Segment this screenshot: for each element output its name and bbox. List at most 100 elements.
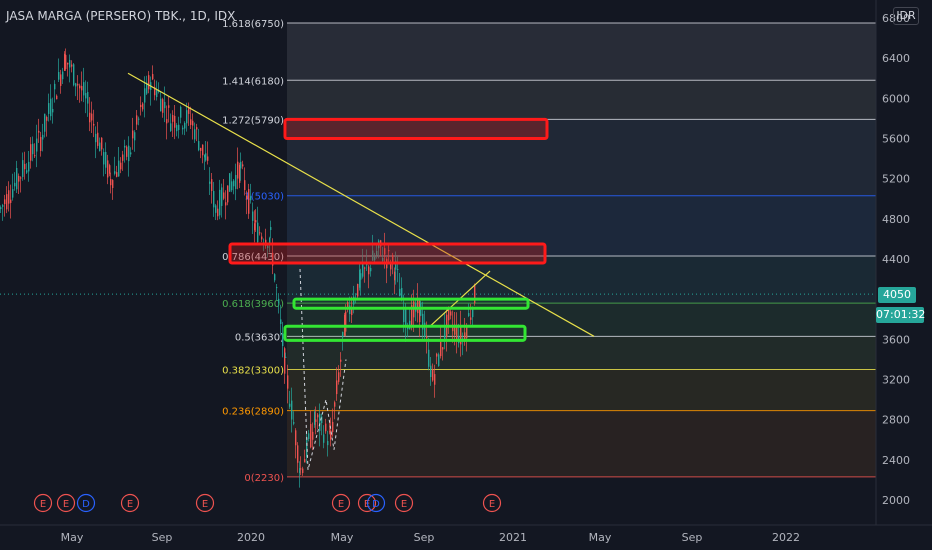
candle-body (64, 53, 66, 71)
time-axis: May Sep 2020 May Sep 2021 May Sep 2022 (0, 524, 932, 544)
candle-body (213, 191, 215, 208)
candle-body (65, 54, 67, 69)
event-marker-circle (195, 493, 215, 513)
event-marker-earnings[interactable]: E (33, 493, 53, 513)
candle-body (227, 185, 229, 203)
candle-body (278, 298, 280, 303)
candle-body (440, 341, 442, 357)
candle-body (172, 115, 174, 122)
price-axis-tick: 6000 (882, 92, 910, 105)
time-axis-tick: 2022 (772, 531, 800, 544)
event-marker-earnings[interactable]: E (482, 493, 502, 513)
candle-body (58, 72, 60, 80)
price-axis-tick: 4800 (882, 213, 910, 226)
candle-body (252, 211, 254, 221)
candle-body (349, 305, 351, 315)
event-marker-label: E (202, 499, 208, 510)
event-marker-circle (357, 493, 377, 513)
price-axis-tick: 6800 (882, 12, 910, 25)
candle-body (351, 308, 353, 316)
time-axis-tick: May (61, 531, 84, 544)
candle-body (184, 122, 186, 129)
candle-body (77, 83, 79, 86)
candle-body (200, 147, 202, 151)
event-marker-earnings[interactable]: E (195, 493, 215, 513)
candle-body (38, 130, 40, 133)
candle-body (196, 127, 198, 130)
candle-body (244, 180, 246, 191)
candle-body (219, 189, 221, 216)
event-marker-circle (394, 493, 414, 513)
event-marker-earnings[interactable]: E (120, 493, 140, 513)
candle-body (152, 74, 154, 80)
candle-body (124, 145, 126, 148)
candle-body (89, 112, 91, 123)
candle-body (164, 101, 166, 109)
candle-body (174, 115, 176, 128)
candle-body (372, 250, 374, 261)
candle-body (417, 298, 419, 314)
candle-body (182, 127, 184, 130)
candle-body (334, 402, 336, 407)
event-marker-label: E (489, 499, 495, 510)
candle-body (325, 423, 327, 432)
fib-band (287, 80, 876, 120)
price-axis-tick: 3600 (882, 333, 910, 346)
candle-body (204, 154, 206, 158)
candle-body (186, 110, 188, 124)
event-marker-circle (76, 493, 96, 513)
candle-body (40, 137, 42, 151)
chart-title: JASA MARGA (PERSERO) TBK., 1D, IDX (6, 9, 236, 23)
candle-body (272, 252, 274, 266)
candle-body (235, 174, 237, 189)
event-marker-dividend[interactable]: D (76, 493, 96, 513)
event-marker-circle (33, 493, 53, 513)
candle-body (405, 307, 407, 328)
candle-body (299, 468, 301, 474)
fib-label: 0.786(4430) (222, 252, 284, 263)
time-axis-tick: 2020 (237, 531, 265, 544)
candle-body (6, 194, 8, 210)
candle-body (388, 249, 390, 252)
candle-body (146, 82, 148, 94)
event-marker-dividend[interactable]: D (366, 493, 386, 513)
candle-body (319, 413, 321, 431)
event-marker-earnings[interactable]: E (357, 493, 377, 513)
currency-button[interactable]: IDR (893, 7, 919, 25)
event-marker-earnings[interactable]: E (331, 493, 351, 513)
candle-body (176, 125, 178, 132)
candle-body (138, 118, 140, 120)
candle-body (128, 145, 130, 162)
candle-body (293, 422, 295, 424)
event-marker-circle (482, 493, 502, 513)
candle-body (424, 322, 426, 337)
event-marker-circle (56, 493, 76, 513)
candle-body (28, 161, 30, 172)
event-marker-label: E (127, 499, 133, 510)
candle-body (399, 288, 401, 297)
candle-body (300, 468, 302, 470)
candle-body (246, 195, 248, 200)
candle-body (24, 163, 26, 170)
candle-body (83, 82, 85, 96)
candle-body (67, 62, 69, 65)
candle-body (434, 374, 436, 385)
candle-body (205, 153, 207, 161)
candle-body (26, 170, 28, 173)
candle-body (130, 152, 132, 155)
candle-body (357, 283, 359, 297)
event-marker-circle (120, 493, 140, 513)
candle-body (103, 152, 105, 165)
event-marker-earnings[interactable]: E (56, 493, 76, 513)
candle-body (442, 347, 444, 350)
candle-body (136, 115, 138, 125)
candle-body (239, 164, 241, 183)
candle-body (62, 71, 64, 80)
candle-body (314, 412, 316, 425)
candle-body (114, 171, 116, 174)
fib-band (287, 369, 876, 411)
event-marker-earnings[interactable]: E (394, 493, 414, 513)
fib-band (287, 195, 876, 256)
candle-body (401, 287, 403, 301)
